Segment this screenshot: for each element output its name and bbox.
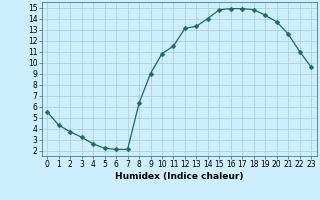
X-axis label: Humidex (Indice chaleur): Humidex (Indice chaleur)	[115, 172, 244, 181]
